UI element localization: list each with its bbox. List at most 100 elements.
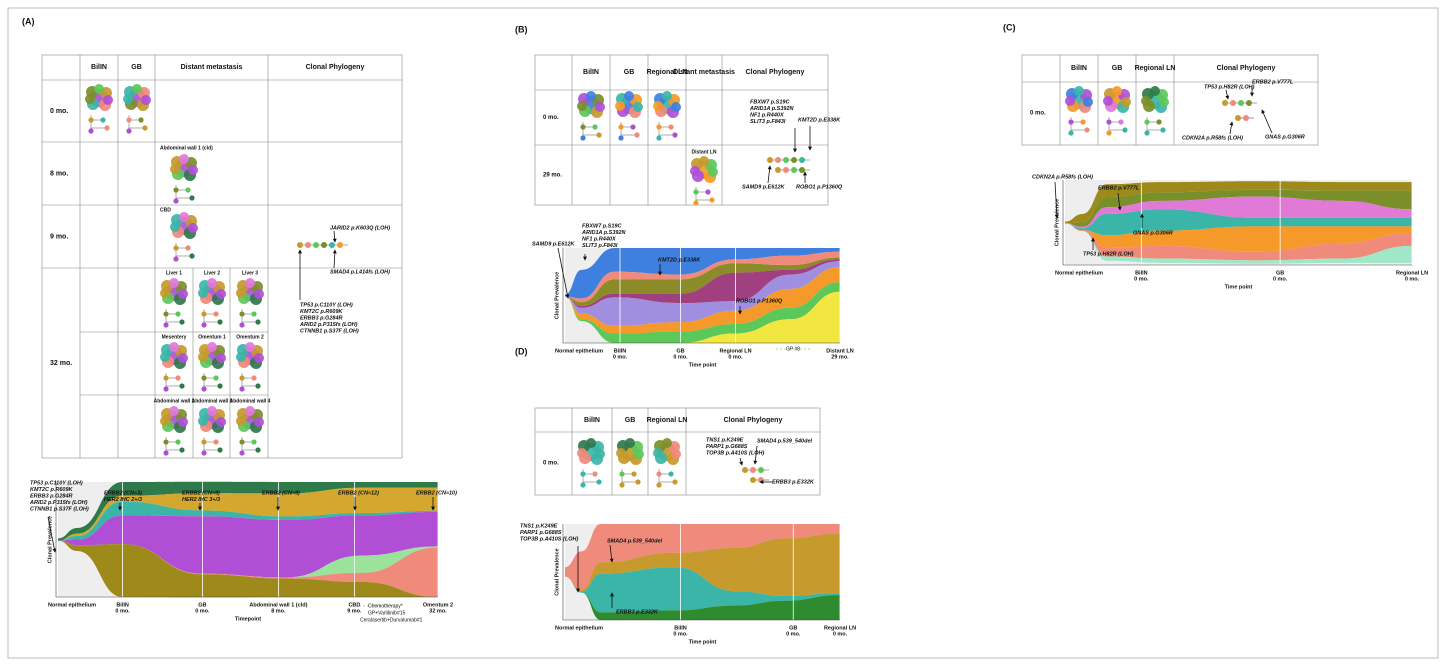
tumor-section xyxy=(236,288,246,298)
arrow xyxy=(1262,110,1272,133)
mutation-annotation: KMT2C p.R609K xyxy=(300,309,344,315)
tree-node xyxy=(305,242,311,248)
tumor-section xyxy=(1083,97,1093,107)
tree-node xyxy=(163,311,168,316)
tumor-section xyxy=(85,94,95,104)
tumor-section xyxy=(160,352,170,362)
tree-node xyxy=(750,467,756,473)
tree-node xyxy=(251,311,256,316)
tumor-section xyxy=(1074,86,1084,96)
mutation-annotation: TOP3B p.A410S (LOH) xyxy=(520,536,578,542)
tree-node xyxy=(201,386,206,391)
tree-node xyxy=(619,471,624,476)
mutation-annotation: ERBB2 (CN≈9) xyxy=(262,490,300,496)
tumor-section xyxy=(169,342,179,352)
tumor-section xyxy=(188,223,198,233)
panel-label: (C) xyxy=(1003,22,1016,32)
tumor-section xyxy=(615,101,625,111)
column-header: Regional LN xyxy=(1135,65,1176,72)
tree-node xyxy=(656,471,661,476)
tree-node xyxy=(1106,130,1111,135)
tree-node xyxy=(100,117,105,122)
sample-label: Omentum 1 xyxy=(198,334,226,340)
y-axis-label: Clonal Prevalence xyxy=(1054,199,1060,246)
tumor-section xyxy=(1121,97,1131,107)
tree-node xyxy=(596,479,601,484)
tree-node xyxy=(255,383,260,388)
tumor-section xyxy=(586,438,596,448)
tree-node xyxy=(313,242,319,248)
tumor-section xyxy=(179,212,189,222)
row-header: 0 mo. xyxy=(1030,111,1046,117)
tree-node xyxy=(201,439,206,444)
tumor-section xyxy=(245,278,255,288)
timepoint-label: Normal epithelium xyxy=(555,348,603,354)
tree-node xyxy=(799,167,805,173)
arrow xyxy=(1230,122,1232,134)
tree-node xyxy=(239,439,244,444)
tree-node xyxy=(1238,100,1244,106)
treatment-label: Ceralasertib+Durvalumab#1 xyxy=(360,617,423,623)
mutation-annotation: FBXW7 p.S19C xyxy=(582,223,622,229)
tumor-section xyxy=(653,448,663,458)
column-header: Clonal Phylogeny xyxy=(1217,65,1276,72)
timepoint-label: 0 mo. xyxy=(728,354,743,360)
treatment-label: GP #8 xyxy=(786,346,800,352)
tree-node xyxy=(217,319,222,324)
tree-node xyxy=(705,189,710,194)
tree-node xyxy=(201,311,206,316)
tumor-section xyxy=(586,91,596,101)
tree-node xyxy=(791,157,797,163)
tumor-section xyxy=(207,278,217,288)
mutation-annotation: KMT2D p.E338K xyxy=(658,257,701,263)
row-header: 0 mo. xyxy=(50,108,68,115)
tree-node xyxy=(329,242,335,248)
mutation-annotation: ROBO1 p.P1360Q xyxy=(736,298,783,304)
tree-node xyxy=(580,482,585,487)
mutation-annotation: KMT2C p.R609K xyxy=(30,487,74,493)
sample-label: Abdominal wall 2 xyxy=(154,398,195,404)
timepoint-label: 0 mo. xyxy=(195,608,210,614)
mutation-annotation: ERBB2 p.V777L xyxy=(1098,185,1140,191)
row-header: 0 mo. xyxy=(543,461,559,467)
tree-node xyxy=(1160,127,1165,132)
timepoint-label: 0 mo. xyxy=(1405,276,1420,282)
tree-node xyxy=(179,447,184,452)
arrow xyxy=(334,231,335,242)
tree-node xyxy=(173,245,178,250)
mutation-annotation: NF1 p.R440X xyxy=(750,112,784,118)
tumor-section xyxy=(179,154,189,164)
timepoint-label: 0 mo. xyxy=(1273,276,1288,282)
mutation-annotation: ERBB3 p.G284R xyxy=(300,315,343,321)
tree-node xyxy=(783,157,789,163)
tumor-section xyxy=(699,156,709,166)
mutation-annotation: ARID1A p.S392N xyxy=(749,106,795,112)
tree-node xyxy=(189,195,194,200)
panel-label: (A) xyxy=(22,16,35,26)
tumor-section xyxy=(1141,96,1151,106)
tumor-section xyxy=(254,289,264,299)
column-header: GB xyxy=(624,69,635,76)
sample-label: Mesentery xyxy=(162,334,187,340)
column-header: Clonal Phylogeny xyxy=(306,64,365,71)
tumor-section xyxy=(634,449,644,459)
tree-node xyxy=(709,197,714,202)
mutation-annotation: CDKN2A p.R58fs (LOH) xyxy=(1032,174,1093,180)
mutation-annotation: ERBB2 (CN≈10) xyxy=(416,490,457,496)
tumor-section xyxy=(198,416,208,426)
tree-node xyxy=(750,477,756,483)
tree-node xyxy=(126,117,131,122)
timepoint-label: 32 mo. xyxy=(429,608,447,614)
arrow xyxy=(768,166,770,183)
tumor-section xyxy=(254,417,264,427)
page: (A)BilINGBDistant metastasisClonal Phylo… xyxy=(0,0,1447,672)
sample-label: Abdominal wall 4 xyxy=(230,398,271,404)
timepoint-label: 0 mo. xyxy=(673,631,688,637)
tree-node xyxy=(580,471,585,476)
tree-node xyxy=(179,383,184,388)
tumor-section xyxy=(653,101,663,111)
tree-node xyxy=(201,322,206,327)
tree-node xyxy=(173,187,178,192)
column-header: BilIN xyxy=(584,417,600,424)
tree-node xyxy=(239,322,244,327)
